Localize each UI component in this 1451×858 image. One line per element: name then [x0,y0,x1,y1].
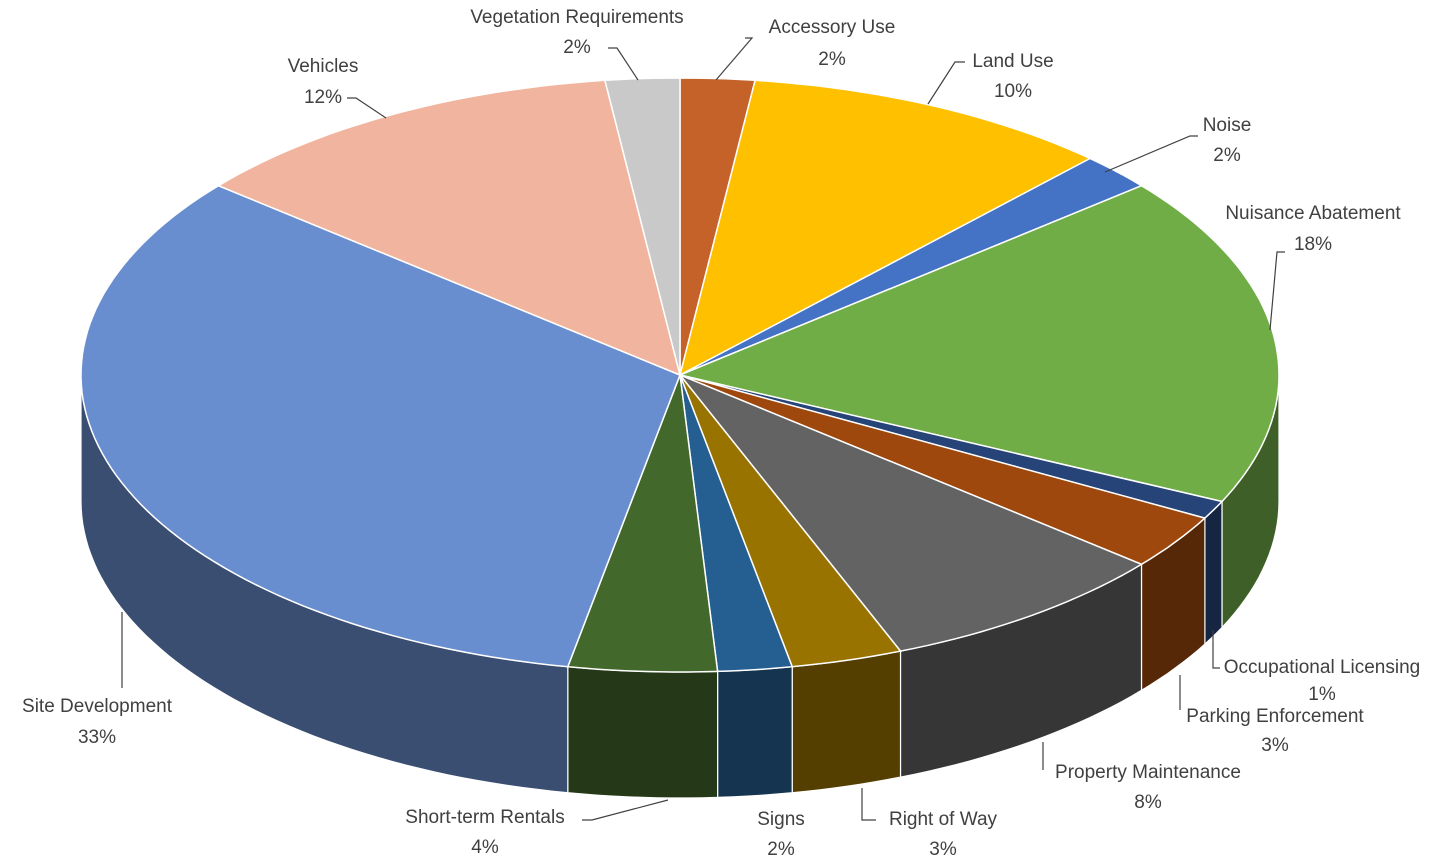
slice-label: Vehicles [288,56,359,77]
slice-value-label: 1% [1308,684,1336,705]
slice-value-label: 12% [304,87,342,108]
slice-label: Signs [757,809,805,830]
slice [677,373,1144,652]
leader-line [715,37,754,81]
slice-label: Accessory Use [769,17,896,38]
slice-value-label: 10% [994,81,1032,102]
slice-label: Land Use [972,51,1053,72]
slice [566,374,719,673]
slice-value-label: 3% [1261,735,1289,756]
slice [678,79,1092,377]
leader-line [1212,630,1220,669]
slice-side [1204,500,1223,646]
slice [603,77,681,376]
leader-line [1104,135,1198,173]
slice-label: Occupational Licensing [1224,657,1420,678]
leader-line [927,61,965,105]
slice [679,374,1207,566]
slice [679,374,902,668]
slice-value-label: 18% [1294,234,1332,255]
slice-value-label: 2% [1213,145,1241,166]
slice-label: Parking Enforcement [1186,706,1364,727]
slice [80,184,681,668]
slice-label: Site Development [22,696,173,717]
slice-label: Right of Way [889,809,998,830]
leader-line [1269,251,1285,331]
slice [216,79,682,377]
slice-side [791,650,902,794]
leader-line [582,799,669,821]
slice-value-label: 33% [78,727,116,748]
slice-side [717,666,793,799]
slice-value-label: 8% [1134,792,1162,813]
slice-value-label: 2% [767,839,795,858]
slice-label: Property Maintenance [1055,762,1241,783]
slice-label: Short-term Rentals [405,807,564,828]
leader-line [347,97,387,119]
slice-label: Vegetation Requirements [470,7,683,28]
slice-label: Nuisance Abatement [1225,203,1401,224]
leader-line [861,788,876,821]
leader-line [608,47,639,81]
slice-value-label: 4% [471,837,499,858]
slice-side [567,666,719,799]
slice-value-label: 3% [929,839,957,858]
slice [679,374,794,673]
slice-value-label: 2% [818,49,846,70]
slice [677,184,1280,503]
slice-label: Noise [1203,115,1252,136]
slice-value-label: 2% [563,37,591,58]
slice [679,157,1144,376]
